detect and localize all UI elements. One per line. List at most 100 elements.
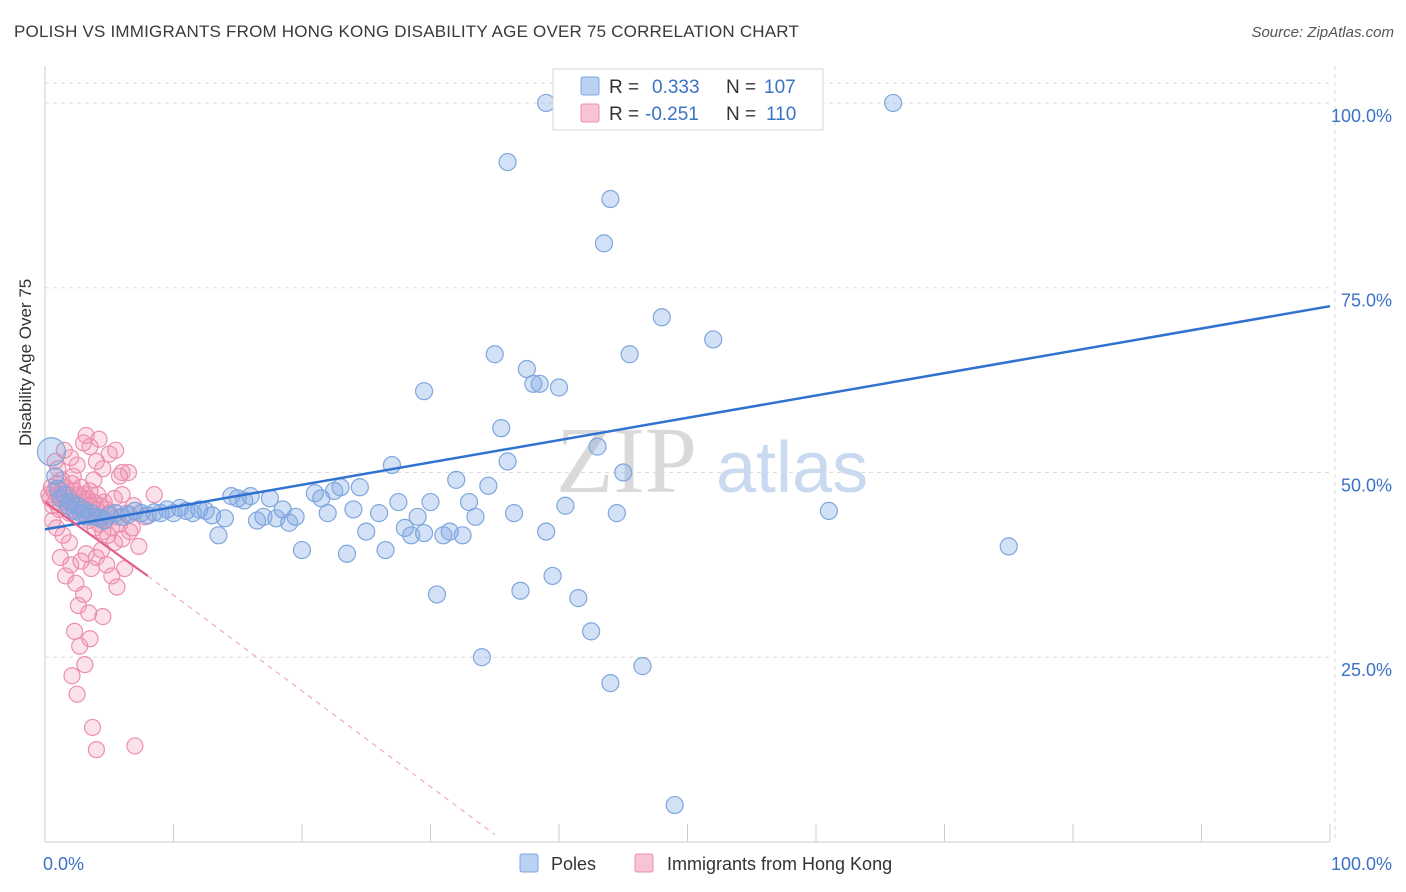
point-poles <box>498 152 517 172</box>
point-poles <box>344 500 363 519</box>
legend-swatch-poles <box>580 76 600 96</box>
legend-r-label-1: R = <box>609 77 639 98</box>
trend-hong-kong-extrapolated <box>147 575 496 836</box>
legend-n-value-1: 107 <box>764 77 796 98</box>
point-hong-kong <box>94 607 112 626</box>
point-poles <box>485 345 504 364</box>
legend-swatch-hong-kong <box>580 103 600 123</box>
point-hong-kong <box>64 467 82 485</box>
legend-bottom-poles: Poles <box>551 854 596 874</box>
tick-labels: 25.0% 50.0% 75.0% 100.0% 0.0% 100.0% <box>43 106 1392 874</box>
point-hong-kong <box>76 656 94 674</box>
point-hong-kong <box>119 463 138 482</box>
legend-top: R = 0.333 N = 107 R = -0.251 N = 110 <box>552 68 824 131</box>
point-poles <box>209 526 228 545</box>
point-poles <box>318 504 337 523</box>
point-poles <box>350 478 369 497</box>
point-poles <box>466 507 485 526</box>
y-tick-label: 50.0% <box>1341 475 1392 495</box>
point-poles <box>492 419 511 438</box>
point-poles <box>582 622 601 641</box>
legend-bottom-swatch-poles <box>519 853 539 873</box>
point-hong-kong <box>68 685 86 703</box>
point-poles <box>504 504 524 523</box>
y-tick-label: 25.0% <box>1341 660 1392 680</box>
point-poles <box>620 345 639 364</box>
point-poles <box>633 657 652 676</box>
source-label: Source: ZipAtlas.com <box>1251 24 1394 41</box>
point-poles <box>652 308 671 327</box>
series-poles-points <box>36 93 1018 815</box>
point-hong-kong <box>123 519 141 537</box>
point-hong-kong <box>103 567 121 585</box>
point-hong-kong <box>113 530 131 548</box>
point-poles <box>537 93 556 113</box>
x-tick-label-max: 100.0% <box>1331 854 1392 874</box>
point-poles <box>601 674 620 693</box>
point-hong-kong <box>81 630 99 648</box>
point-poles <box>556 496 575 515</box>
legend-n-label-1: N = <box>726 77 756 98</box>
legend-r-value-2: -0.251 <box>645 104 699 125</box>
point-hong-kong <box>63 667 81 685</box>
point-hong-kong <box>77 426 95 445</box>
watermark-zip: ZIP <box>556 409 697 513</box>
watermark: ZIP atlas <box>556 409 868 513</box>
watermark-atlas: atlas <box>716 428 868 508</box>
point-poles <box>331 478 350 497</box>
point-poles <box>370 504 389 523</box>
point-hong-kong <box>98 556 116 574</box>
point-poles <box>999 537 1018 556</box>
trend-hong-kong <box>44 501 149 577</box>
point-poles <box>498 452 517 471</box>
point-poles <box>530 374 549 393</box>
y-tick-label: 75.0% <box>1341 291 1392 311</box>
point-poles <box>665 795 684 815</box>
point-poles <box>337 544 357 563</box>
trend-lines <box>44 304 1331 836</box>
point-hong-kong <box>90 430 108 448</box>
point-hong-kong <box>65 622 84 640</box>
point-poles <box>447 470 466 489</box>
point-hong-kong <box>110 467 129 485</box>
point-poles <box>614 463 633 482</box>
point-poles <box>511 581 530 600</box>
point-poles <box>472 648 491 667</box>
point-poles <box>286 507 305 526</box>
point-hong-kong <box>145 486 163 504</box>
point-poles <box>215 509 234 528</box>
point-poles <box>357 522 376 541</box>
point-poles <box>389 492 408 512</box>
point-hong-kong <box>87 741 106 759</box>
point-hong-kong <box>68 456 86 474</box>
legend-bottom-swatch-hong-kong <box>634 853 654 873</box>
legend-n-label-2: N = <box>726 104 756 125</box>
point-poles <box>543 566 562 586</box>
point-poles <box>395 518 414 538</box>
point-poles <box>601 189 620 209</box>
point-hong-kong <box>62 556 80 574</box>
point-hong-kong <box>113 486 131 504</box>
point-hong-kong <box>130 537 148 555</box>
point-hong-kong <box>108 578 126 596</box>
point-poles <box>36 437 67 467</box>
point-poles <box>453 526 472 545</box>
point-poles <box>376 540 395 560</box>
point-poles <box>819 501 838 521</box>
point-hong-kong <box>107 441 125 459</box>
point-poles <box>427 585 447 604</box>
point-poles <box>241 487 260 506</box>
legend-r-label-2: R = <box>609 104 639 125</box>
point-poles <box>549 378 569 397</box>
point-poles <box>537 522 556 541</box>
point-poles <box>607 504 626 523</box>
point-hong-kong <box>83 718 102 737</box>
point-poles <box>594 234 614 253</box>
x-tick-label-min: 0.0% <box>43 854 84 874</box>
point-poles <box>292 540 312 560</box>
point-poles <box>569 589 588 608</box>
point-poles <box>524 374 543 393</box>
chart-title: POLISH VS IMMIGRANTS FROM HONG KONG DISA… <box>14 22 800 41</box>
legend-bottom-hong-kong: Immigrants from Hong Kong <box>667 854 892 874</box>
